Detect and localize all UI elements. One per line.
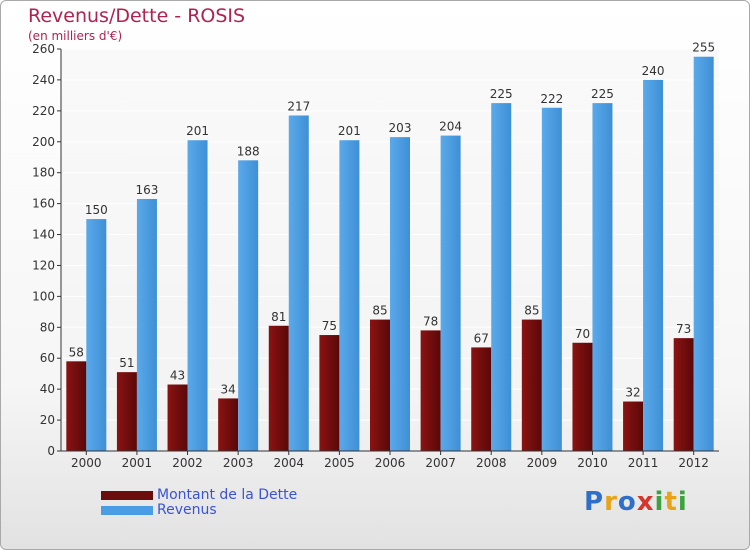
bar-revenus <box>339 140 360 451</box>
x-tick-label: 2005 <box>324 456 355 470</box>
data-label-revenus: 201 <box>338 124 361 138</box>
data-label-dette: 85 <box>372 304 387 318</box>
chart-title: Revenus/Dette - ROSIS <box>28 5 246 27</box>
bar-revenus <box>643 79 664 451</box>
data-label-revenus: 188 <box>237 144 260 158</box>
data-label-dette: 78 <box>423 314 438 328</box>
data-label-dette: 75 <box>322 319 337 333</box>
legend-swatch-revenus <box>101 506 153 515</box>
y-tick-label: 140 <box>32 228 55 242</box>
bar-dette <box>370 319 390 451</box>
proxiti-logo: Proxiti <box>584 487 688 517</box>
x-tick-label: 2010 <box>577 456 608 470</box>
y-tick-label: 40 <box>40 382 55 396</box>
y-tick-label: 80 <box>40 320 55 334</box>
bar-dette <box>116 372 137 451</box>
data-label-dette: 34 <box>221 382 236 396</box>
bar-dette <box>218 398 239 451</box>
x-tick-label: 2001 <box>122 456 153 470</box>
y-tick-label: 100 <box>32 289 55 303</box>
y-tick-label: 200 <box>32 135 55 149</box>
bar-dette <box>420 330 441 451</box>
x-tick-label: 2006 <box>375 456 406 470</box>
bar-dette <box>623 401 644 451</box>
bar-dette <box>167 384 188 451</box>
bar-dette <box>673 338 694 451</box>
data-label-revenus: 201 <box>186 124 209 138</box>
bar-dette <box>66 361 87 451</box>
data-label-revenus: 150 <box>85 203 108 217</box>
data-label-revenus: 163 <box>135 183 158 197</box>
bar-revenus <box>86 219 107 451</box>
data-label-dette: 32 <box>625 386 640 400</box>
bar-revenus <box>238 160 259 452</box>
y-tick-label: 120 <box>32 258 55 272</box>
chart-subtitle: (en milliers d'€) <box>28 29 123 43</box>
bar-dette <box>268 325 289 451</box>
data-label-dette: 67 <box>474 331 489 345</box>
data-label-dette: 81 <box>271 310 286 324</box>
bar-revenus <box>288 115 309 451</box>
legend-label-dette: Montant de la Dette <box>157 487 298 503</box>
bar-revenus <box>390 137 410 451</box>
y-tick-label: 260 <box>32 42 55 56</box>
bar-revenus <box>541 107 562 451</box>
y-tick-label: 0 <box>47 444 55 458</box>
data-label-revenus: 240 <box>642 64 665 78</box>
x-tick-label: 2003 <box>223 456 254 470</box>
y-tick-label: 180 <box>32 166 55 180</box>
data-label-dette: 58 <box>69 345 84 359</box>
data-label-dette: 85 <box>524 304 539 318</box>
x-tick-label: 2000 <box>71 456 102 470</box>
bar-dette <box>572 342 593 451</box>
bar-revenus <box>693 56 714 451</box>
data-label-revenus: 217 <box>287 99 310 113</box>
data-label-dette: 51 <box>119 356 134 370</box>
data-label-revenus: 204 <box>439 120 462 134</box>
data-label-revenus: 225 <box>591 87 614 101</box>
bar-revenus <box>592 103 613 451</box>
y-tick-label: 240 <box>32 73 55 87</box>
data-label-revenus: 222 <box>540 92 563 106</box>
x-tick-label: 2011 <box>628 456 659 470</box>
x-tick-label: 2007 <box>425 456 456 470</box>
x-tick-label: 2004 <box>273 456 304 470</box>
data-label-revenus: 225 <box>490 87 513 101</box>
x-tick-label: 2012 <box>678 456 709 470</box>
x-tick-label: 2002 <box>172 456 203 470</box>
bar-dette <box>521 319 542 451</box>
x-tick-label: 2009 <box>527 456 558 470</box>
data-label-dette: 43 <box>170 369 185 383</box>
bar-revenus <box>440 135 461 452</box>
data-label-dette: 73 <box>676 322 691 336</box>
bar-revenus <box>136 198 157 451</box>
legend-swatch-dette <box>101 491 153 500</box>
legend-label-revenus: Revenus <box>157 502 217 518</box>
y-tick-label: 220 <box>32 104 55 118</box>
data-label-dette: 70 <box>575 327 590 341</box>
data-label-revenus: 255 <box>692 41 715 55</box>
x-tick-label: 2008 <box>476 456 507 470</box>
y-tick-label: 60 <box>40 351 55 365</box>
bar-dette <box>471 347 492 451</box>
y-tick-label: 20 <box>40 413 55 427</box>
bar-dette <box>319 335 340 451</box>
y-tick-label: 160 <box>32 197 55 211</box>
data-label-revenus: 203 <box>389 121 412 135</box>
bar-revenus <box>491 103 512 451</box>
bar-revenus <box>187 140 208 451</box>
